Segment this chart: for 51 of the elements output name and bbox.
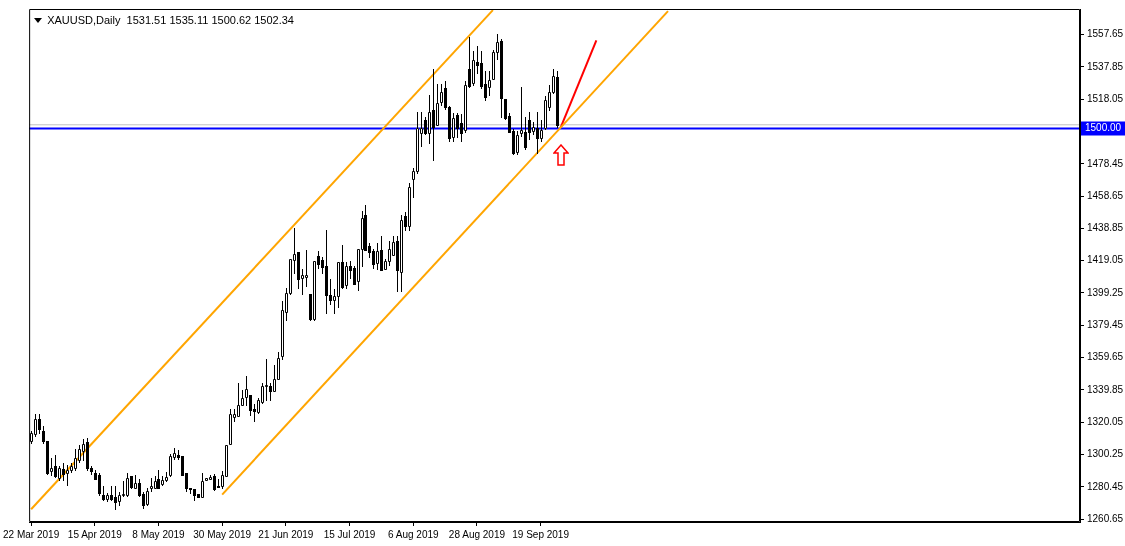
y-tick-label: 1260.65 <box>1087 512 1124 524</box>
candlestick <box>388 240 391 267</box>
candlestick <box>209 474 212 480</box>
candlestick <box>488 70 491 97</box>
text: XAUUSD,Daily 1531.51 1535.11 1500.62 1502.34 <box>47 14 294 26</box>
y-tick-label: 1379.45 <box>1087 319 1124 331</box>
candlestick <box>440 83 443 107</box>
candlestick <box>472 50 475 87</box>
candlestick <box>50 457 53 477</box>
x-tick-label: 15 Apr 2019 <box>67 528 123 540</box>
y-tick-label: 1300.25 <box>1087 448 1124 460</box>
candlestick <box>201 472 204 498</box>
x-tick-label: 30 May 2019 <box>193 528 252 540</box>
candlestick <box>520 86 523 138</box>
candlestick <box>245 375 248 407</box>
candlestick <box>376 242 379 271</box>
y-tick-label: 1438.85 <box>1087 222 1124 234</box>
candlestick <box>400 214 403 293</box>
candlestick <box>150 477 153 493</box>
candlestick <box>66 464 69 487</box>
x-tick-label: 28 Aug 2019 <box>448 528 506 540</box>
y-tick-label: 1478.45 <box>1087 157 1124 169</box>
y-tick-label: 1419.05 <box>1087 254 1124 266</box>
candlestick <box>265 358 268 402</box>
y-tick-label: 1458.65 <box>1087 189 1124 201</box>
y-tick-label: 1359.65 <box>1087 351 1124 363</box>
x-tick-label: 19 Sep 2019 <box>512 528 570 540</box>
candlestick <box>82 438 85 462</box>
candlestick <box>305 249 308 288</box>
y-tick-label: 1399.25 <box>1087 286 1124 298</box>
x-tick-label: 15 Jul 2019 <box>323 528 376 540</box>
candlestick <box>301 268 304 296</box>
y-tick-label: 1537.85 <box>1087 60 1124 72</box>
y-tick-label: 1339.85 <box>1087 383 1124 395</box>
ref-line-label: 1500.00 <box>1085 122 1122 134</box>
x-tick-label: 22 Mar 2019 <box>3 528 60 540</box>
candlestick <box>540 119 543 143</box>
y-tick-label: 1557.65 <box>1087 28 1124 40</box>
y-tick-label: 1518.05 <box>1087 92 1124 104</box>
y-tick-label: 1320.05 <box>1087 415 1124 427</box>
candlestick <box>74 448 77 472</box>
candlestick <box>122 480 125 498</box>
candlestick <box>237 382 240 417</box>
candlestick <box>436 83 439 126</box>
x-tick-label: 21 Jun 2019 <box>258 528 314 540</box>
candlestick <box>428 94 431 145</box>
x-tick-label: 6 Aug 2019 <box>387 528 439 540</box>
y-tick-label: 1280.45 <box>1087 480 1124 492</box>
candlestick <box>452 112 455 143</box>
x-tick-label: 8 May 2019 <box>132 528 186 540</box>
candlestick <box>337 262 340 309</box>
